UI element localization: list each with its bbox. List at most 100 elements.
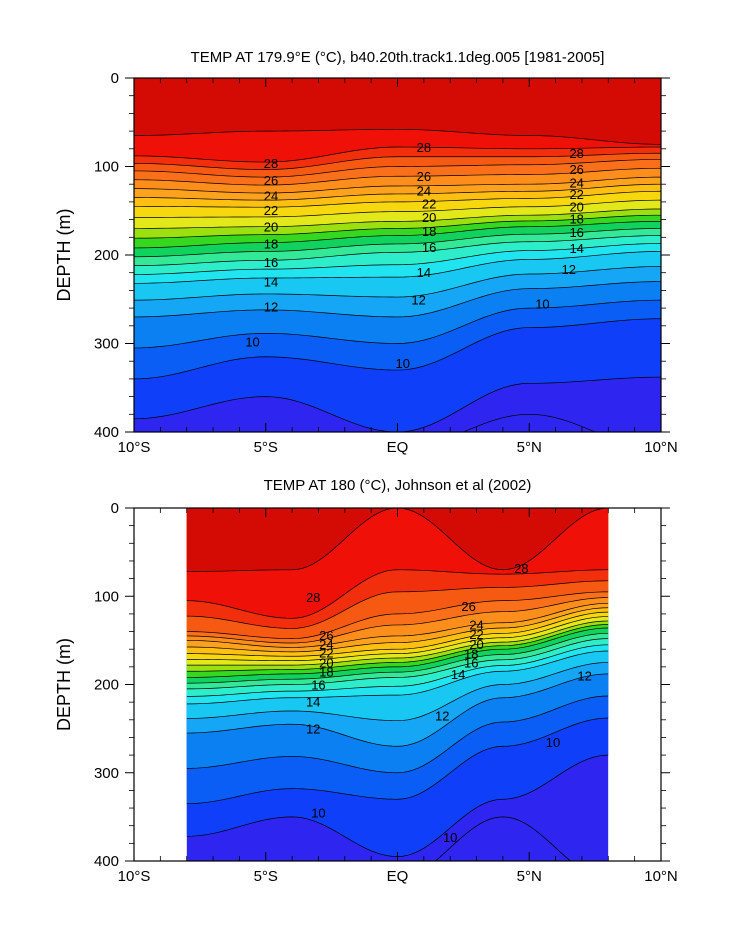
y-tick-label: 400 [94, 424, 119, 441]
contour-label: 24 [319, 637, 333, 652]
isotherm-line-18 [186, 627, 609, 678]
isotherm-line-12 [186, 673, 609, 747]
x-tick-label: EQ [387, 868, 409, 885]
isotherm-line-27 [186, 580, 609, 629]
contour-label: 12 [264, 299, 278, 314]
contour-label: 26 [264, 173, 278, 188]
x-tick-label: 5°S [254, 439, 278, 456]
y-tick-label: 200 [94, 677, 119, 694]
contour-label: 12 [306, 722, 320, 737]
model-temperature-panel: 2826242220181614121028262422201816141210… [54, 49, 678, 456]
isotherm-line-23 [186, 607, 609, 653]
contour-line-layer [134, 128, 661, 432]
x-tick-label: 10°N [644, 439, 678, 456]
contour-label: 22 [422, 197, 436, 212]
contour-line-layer [186, 508, 609, 861]
x-tick-label: 5°S [254, 868, 278, 885]
isotherm-line-11 [134, 299, 661, 349]
contour-label: 12 [411, 292, 425, 307]
isotherm-band-29 [134, 78, 661, 145]
contour-label: 16 [422, 240, 436, 255]
isotherm-line-12 [134, 281, 661, 318]
contour-label: 18 [464, 647, 478, 662]
contour-label: 22 [264, 203, 278, 218]
contour-label: 10 [311, 805, 325, 820]
contour-label: 10 [443, 830, 457, 845]
contour-label: 12 [577, 669, 591, 684]
contour-label: 26 [569, 162, 583, 177]
isotherm-line-21 [186, 616, 609, 662]
y-tick-label: 300 [94, 765, 119, 782]
contour-label: 18 [422, 224, 436, 239]
isotherm-line-14 [186, 650, 609, 705]
contour-fill-layer [134, 78, 661, 432]
y-tick-label: 400 [94, 853, 119, 870]
isotherm-line-29 [134, 128, 661, 145]
isotherm-line-10 [134, 318, 661, 380]
contour-label: 16 [569, 225, 583, 240]
contour-label: 22 [319, 646, 333, 661]
contour-label: 16 [264, 255, 278, 270]
contour-label: 26 [461, 599, 475, 614]
y-tick-label: 0 [111, 500, 119, 517]
contour-label: 18 [264, 236, 278, 251]
contour-label: 24 [417, 183, 431, 198]
isotherm-line-15 [134, 243, 661, 275]
x-tick-label: 10°N [644, 868, 678, 885]
isotherm-line-24 [186, 602, 609, 648]
contour-label: 18 [319, 664, 333, 679]
contour-label: 22 [469, 627, 483, 642]
contour-label: 10 [535, 297, 549, 312]
isotherm-line-26 [134, 159, 661, 178]
isotherm-line-14 [134, 251, 661, 284]
contour-label: 16 [464, 655, 478, 670]
isotherm-line-13 [134, 266, 661, 301]
isotherm-line-22 [134, 190, 661, 208]
x-tick-label: 5°N [517, 439, 542, 456]
isotherm-line-28 [186, 569, 609, 619]
isotherm-line-25 [134, 167, 661, 186]
contour-label: 20 [569, 199, 583, 214]
isotherm-line-17 [186, 632, 609, 684]
isotherm-line-26 [186, 591, 609, 639]
isotherm-line-11 [186, 695, 609, 774]
isotherm-line-18 [134, 221, 661, 249]
isotherm-line-27 [134, 152, 661, 170]
isotherm-line-16 [134, 235, 661, 266]
contour-label: 20 [469, 637, 483, 652]
contour-label: 20 [319, 655, 333, 670]
isotherm-line-22 [186, 611, 609, 657]
isotherm-line-29 [186, 508, 609, 572]
contour-label: 26 [319, 628, 333, 643]
isotherm-line-10 [186, 717, 609, 804]
contour-label: 14 [417, 265, 431, 280]
contour-label: 14 [264, 275, 278, 290]
contour-label: 24 [469, 617, 483, 632]
contour-label: 28 [306, 590, 320, 605]
isotherm-line-8 [462, 413, 597, 432]
contour-label: 20 [422, 210, 436, 225]
isotherm-line-21 [134, 199, 661, 218]
isotherm-line-20 [186, 620, 609, 666]
isotherm-line-28 [134, 146, 661, 163]
observed-temperature-panel: 2826242220181614121026242220181614121028… [54, 477, 678, 885]
x-tick-label: 10°S [118, 868, 151, 885]
y-tick-label: 100 [94, 588, 119, 605]
contour-label: 22 [569, 187, 583, 202]
isotherm-line-17 [134, 228, 661, 258]
contour-label: 24 [264, 189, 278, 204]
contour-label: 14 [451, 667, 465, 682]
isotherm-line-16 [186, 638, 609, 690]
isotherm-line-23 [134, 183, 661, 201]
contour-label: 12 [435, 708, 449, 723]
contour-label: 28 [264, 156, 278, 171]
y-tick-label: 100 [94, 159, 119, 176]
y-axis-label: DEPTH (m) [54, 638, 74, 731]
contour-label: 10 [396, 356, 410, 371]
x-tick-label: 10°S [118, 439, 151, 456]
y-axis-label: DEPTH (m) [54, 209, 74, 302]
contour-label: 24 [569, 175, 583, 190]
y-tick-label: 0 [111, 70, 119, 87]
contour-label: 10 [546, 735, 560, 750]
